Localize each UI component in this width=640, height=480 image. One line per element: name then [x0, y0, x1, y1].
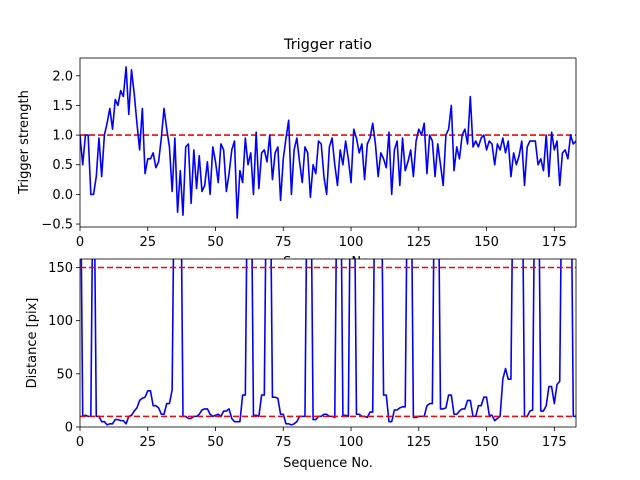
top-y-axis-label: Trigger strength: [17, 90, 32, 195]
bottom-x-tick-label: 150: [474, 435, 499, 450]
top-y-tick-label: 1.5: [52, 99, 73, 114]
top-y-tick-label: 0.5: [52, 158, 73, 173]
bottom-axes-background: [80, 259, 576, 427]
bottom-x-tick-label: 175: [542, 435, 567, 450]
top-x-tick-label: 75: [275, 235, 292, 250]
top-y-tick-label: 1.0: [52, 129, 73, 144]
top-x-tick-label: 100: [339, 235, 364, 250]
top-y-ticks: −0.5 0.0 0.5 1.0 1.5 2.0: [41, 69, 80, 233]
bottom-x-tick-label: 125: [406, 435, 431, 450]
top-chart-title: Trigger ratio: [283, 37, 372, 53]
trigger-strength-series-line: [80, 66, 576, 219]
top-y-tick-label: −0.5: [41, 218, 73, 233]
top-x-tick-label: 0: [76, 235, 84, 250]
bottom-x-tick-label: 100: [339, 435, 364, 450]
top-axes-frame: [79, 57, 577, 228]
bottom-x-ticks: 0 25 50 75 100 125 150 175: [76, 427, 567, 450]
bottom-axes-frame: [79, 258, 577, 428]
bottom-x-tick-label: 50: [207, 435, 224, 450]
bottom-y-tick-label: 0: [65, 421, 73, 436]
distance-series-line: [80, 259, 576, 426]
bottom-y-tick-label: 50: [56, 367, 73, 382]
bottom-x-tick-label: 0: [76, 435, 84, 450]
bottom-y-tick-label: 150: [48, 261, 73, 276]
top-x-ticks: 0 25 50 75 100 125 150 175: [76, 227, 567, 250]
bottom-threshold-lines: [80, 266, 576, 418]
top-x-tick-label: 150: [474, 235, 499, 250]
distance-axes: 0 25 50 75 100 125 150 175 0 50 100 150 Sequence N…: [25, 258, 577, 471]
top-x-tick-label: 50: [207, 235, 224, 250]
top-x-tick-label: 175: [542, 235, 567, 250]
bottom-x-axis-label: Sequence No.: [283, 456, 373, 471]
bottom-y-tick-label: 100: [48, 314, 73, 329]
top-y-tick-label: 0.0: [52, 188, 73, 203]
bottom-x-tick-label: 25: [139, 435, 156, 450]
bottom-y-ticks: 0 50 100 150: [48, 261, 80, 436]
top-x-tick-label: 25: [139, 235, 156, 250]
top-x-tick-label: 125: [406, 235, 431, 250]
bottom-y-axis-label: Distance [pix]: [25, 298, 40, 389]
top-y-tick-label: 2.0: [52, 69, 73, 84]
bottom-x-tick-label: 75: [275, 435, 292, 450]
